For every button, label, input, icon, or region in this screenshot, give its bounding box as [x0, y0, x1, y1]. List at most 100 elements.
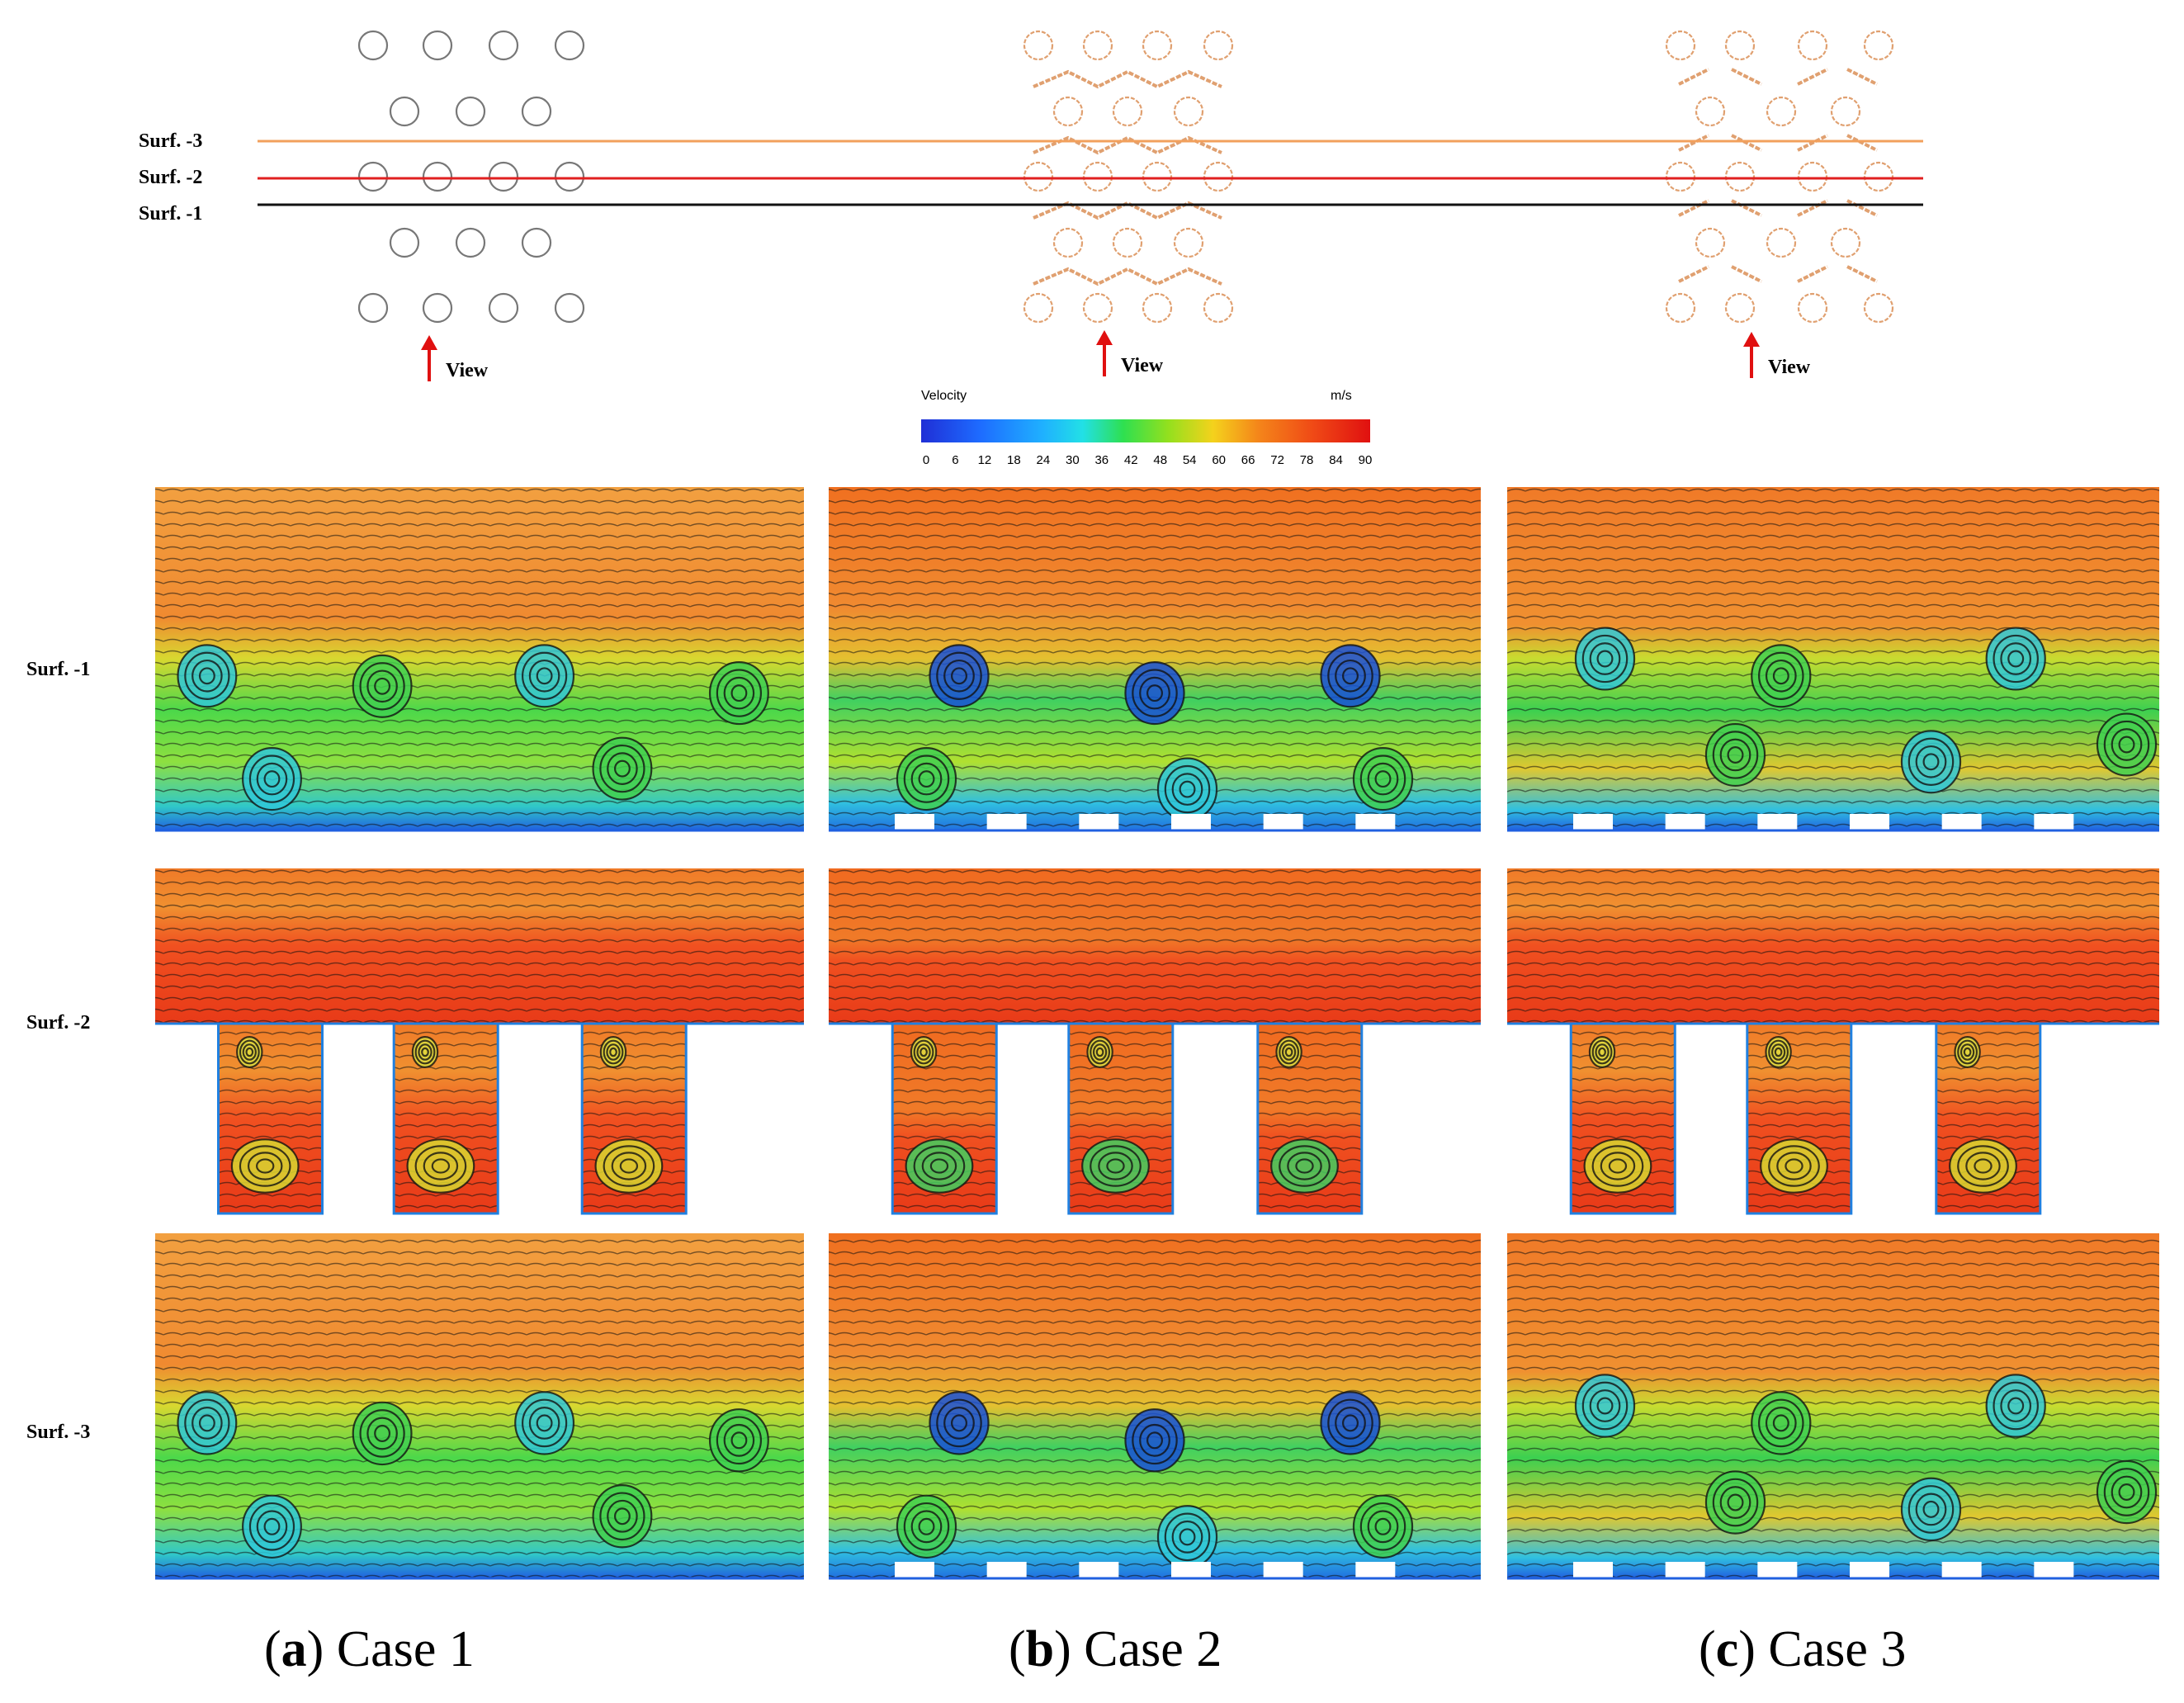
- vortex-streamline: [359, 662, 405, 711]
- tube-circle: [1142, 292, 1173, 324]
- vortex-streamline: [248, 755, 295, 803]
- fin-notch: [1941, 1562, 1982, 1578]
- colorbar-tick-label: 42: [1124, 453, 1138, 467]
- vortex-streamline: [1583, 1138, 1652, 1194]
- vortex-streamline: [913, 1145, 966, 1187]
- colorbar-tick-label: 90: [1359, 453, 1373, 467]
- vortex-streamline: [1915, 745, 1947, 778]
- vortex-streamline: [716, 669, 763, 717]
- vortex-streamline: [910, 762, 943, 796]
- vortex-streamline: [1342, 1414, 1359, 1432]
- colorbar-tick-label: 48: [1153, 453, 1167, 467]
- fin-notch: [1079, 1562, 1119, 1578]
- vortex-streamline: [1124, 661, 1185, 726]
- tube-bank-case2: [1023, 30, 1234, 324]
- vortex-streamline: [406, 1138, 475, 1194]
- tube-circle: [1863, 292, 1894, 324]
- vortex-streamline: [1367, 1510, 1399, 1544]
- vortex-core: [1125, 1409, 1184, 1472]
- panel-case3-surf3: [1507, 1233, 2159, 1580]
- vortex-streamline: [366, 1417, 398, 1450]
- vortex-core: [1321, 645, 1380, 707]
- vortex-streamline: [423, 1152, 459, 1180]
- vortex-streamline: [1985, 1374, 2046, 1438]
- vortex-streamline: [1591, 1145, 1644, 1187]
- vortex-streamline: [374, 677, 391, 695]
- colorbar-bar: [921, 419, 1370, 442]
- surf-3-label-top: Surf. -3: [139, 130, 202, 152]
- tube-circle: [1724, 161, 1756, 192]
- winglet: [1731, 199, 1762, 217]
- vortex-core: [710, 662, 768, 725]
- vortex-streamline: [528, 1406, 560, 1440]
- surf-1-label-side: Surf. -1: [26, 659, 90, 680]
- vortex-streamline: [607, 1499, 638, 1533]
- vortex-streamline: [2096, 1459, 2158, 1525]
- vortex-streamline: [1600, 1152, 1636, 1180]
- vortex-streamline: [1712, 731, 1759, 779]
- vortex-streamline: [2118, 1483, 2135, 1502]
- winglet: [1678, 199, 1709, 217]
- vortex-streamline: [1751, 1391, 1812, 1455]
- colorbar-tick-label: 60: [1212, 453, 1226, 467]
- vortex-streamline: [1900, 730, 1962, 794]
- vortex-streamline: [1342, 667, 1359, 685]
- vortex-streamline: [1785, 1158, 1803, 1174]
- vortex-core: [929, 1392, 989, 1455]
- vortex-core: [1950, 1139, 2016, 1193]
- vortex-streamline: [1598, 1047, 1606, 1057]
- vortex-streamline: [1922, 1500, 1940, 1518]
- surf-2-label-side: Surf. -2: [26, 1012, 90, 1034]
- vortex-streamline: [1275, 1035, 1302, 1068]
- vortex-core: [2097, 1460, 2157, 1524]
- tube-circle: [488, 30, 519, 61]
- colorbar-tick-label: 18: [1007, 453, 1021, 467]
- vortex-streamline: [242, 747, 302, 811]
- tube-circle: [1203, 30, 1234, 61]
- vortex-streamline: [2096, 712, 2158, 777]
- vortex-streamline: [1588, 1035, 1616, 1068]
- fin-notch: [895, 814, 934, 830]
- fin-notch: [1850, 1562, 1889, 1578]
- vortex-streamline: [2103, 720, 2150, 769]
- vortex-streamline: [1974, 1158, 1993, 1174]
- panel-case3-surf1: [1507, 487, 2159, 832]
- caption-case3: (c) Case 3: [1699, 1621, 1906, 1677]
- vortex-streamline: [1095, 1047, 1104, 1057]
- panel-case2-surf1: [829, 487, 1481, 832]
- streamlines-upper: [829, 868, 1481, 1024]
- vortex-streamline: [594, 1138, 664, 1194]
- vortex-streamline: [1081, 1138, 1150, 1194]
- fin-notch: [1665, 814, 1705, 830]
- vortex-streamline: [247, 1152, 283, 1180]
- vortex-streamline: [414, 1145, 467, 1187]
- vortex-streamline: [191, 659, 223, 693]
- vortex-generator-plate: [1033, 135, 1222, 155]
- vortex-streamline: [1132, 669, 1178, 717]
- vortex-core: [515, 1392, 574, 1455]
- vortex-streamline: [1098, 1152, 1133, 1180]
- tube-circle: [1797, 30, 1828, 61]
- panel-case2-surf2: [829, 868, 1481, 1215]
- vortex-streamline: [1993, 634, 2039, 684]
- vortex-streamline: [599, 1035, 627, 1068]
- tube-circle: [357, 30, 389, 61]
- vortex-core: [231, 1139, 299, 1193]
- vortex-streamline: [1922, 753, 1940, 771]
- tube-circle: [1695, 227, 1726, 258]
- vortex-streamline: [1993, 1381, 2039, 1431]
- colorbar-tick-label: 12: [978, 453, 992, 467]
- vortex-streamline: [256, 762, 288, 796]
- vortex-core: [177, 1392, 237, 1455]
- vortex-core: [1575, 1374, 1635, 1437]
- tube-circle: [488, 292, 519, 324]
- tube-circle: [1052, 227, 1084, 258]
- vortex-streamline: [936, 651, 982, 700]
- vortex-core: [1082, 1139, 1149, 1193]
- fin-notch: [986, 814, 1027, 830]
- vortex-streamline: [421, 1047, 429, 1057]
- vortex-streamline: [263, 770, 281, 788]
- vortex-streamline: [929, 644, 990, 708]
- tube-circle: [521, 96, 552, 127]
- vortex-streamline: [1704, 1470, 1766, 1535]
